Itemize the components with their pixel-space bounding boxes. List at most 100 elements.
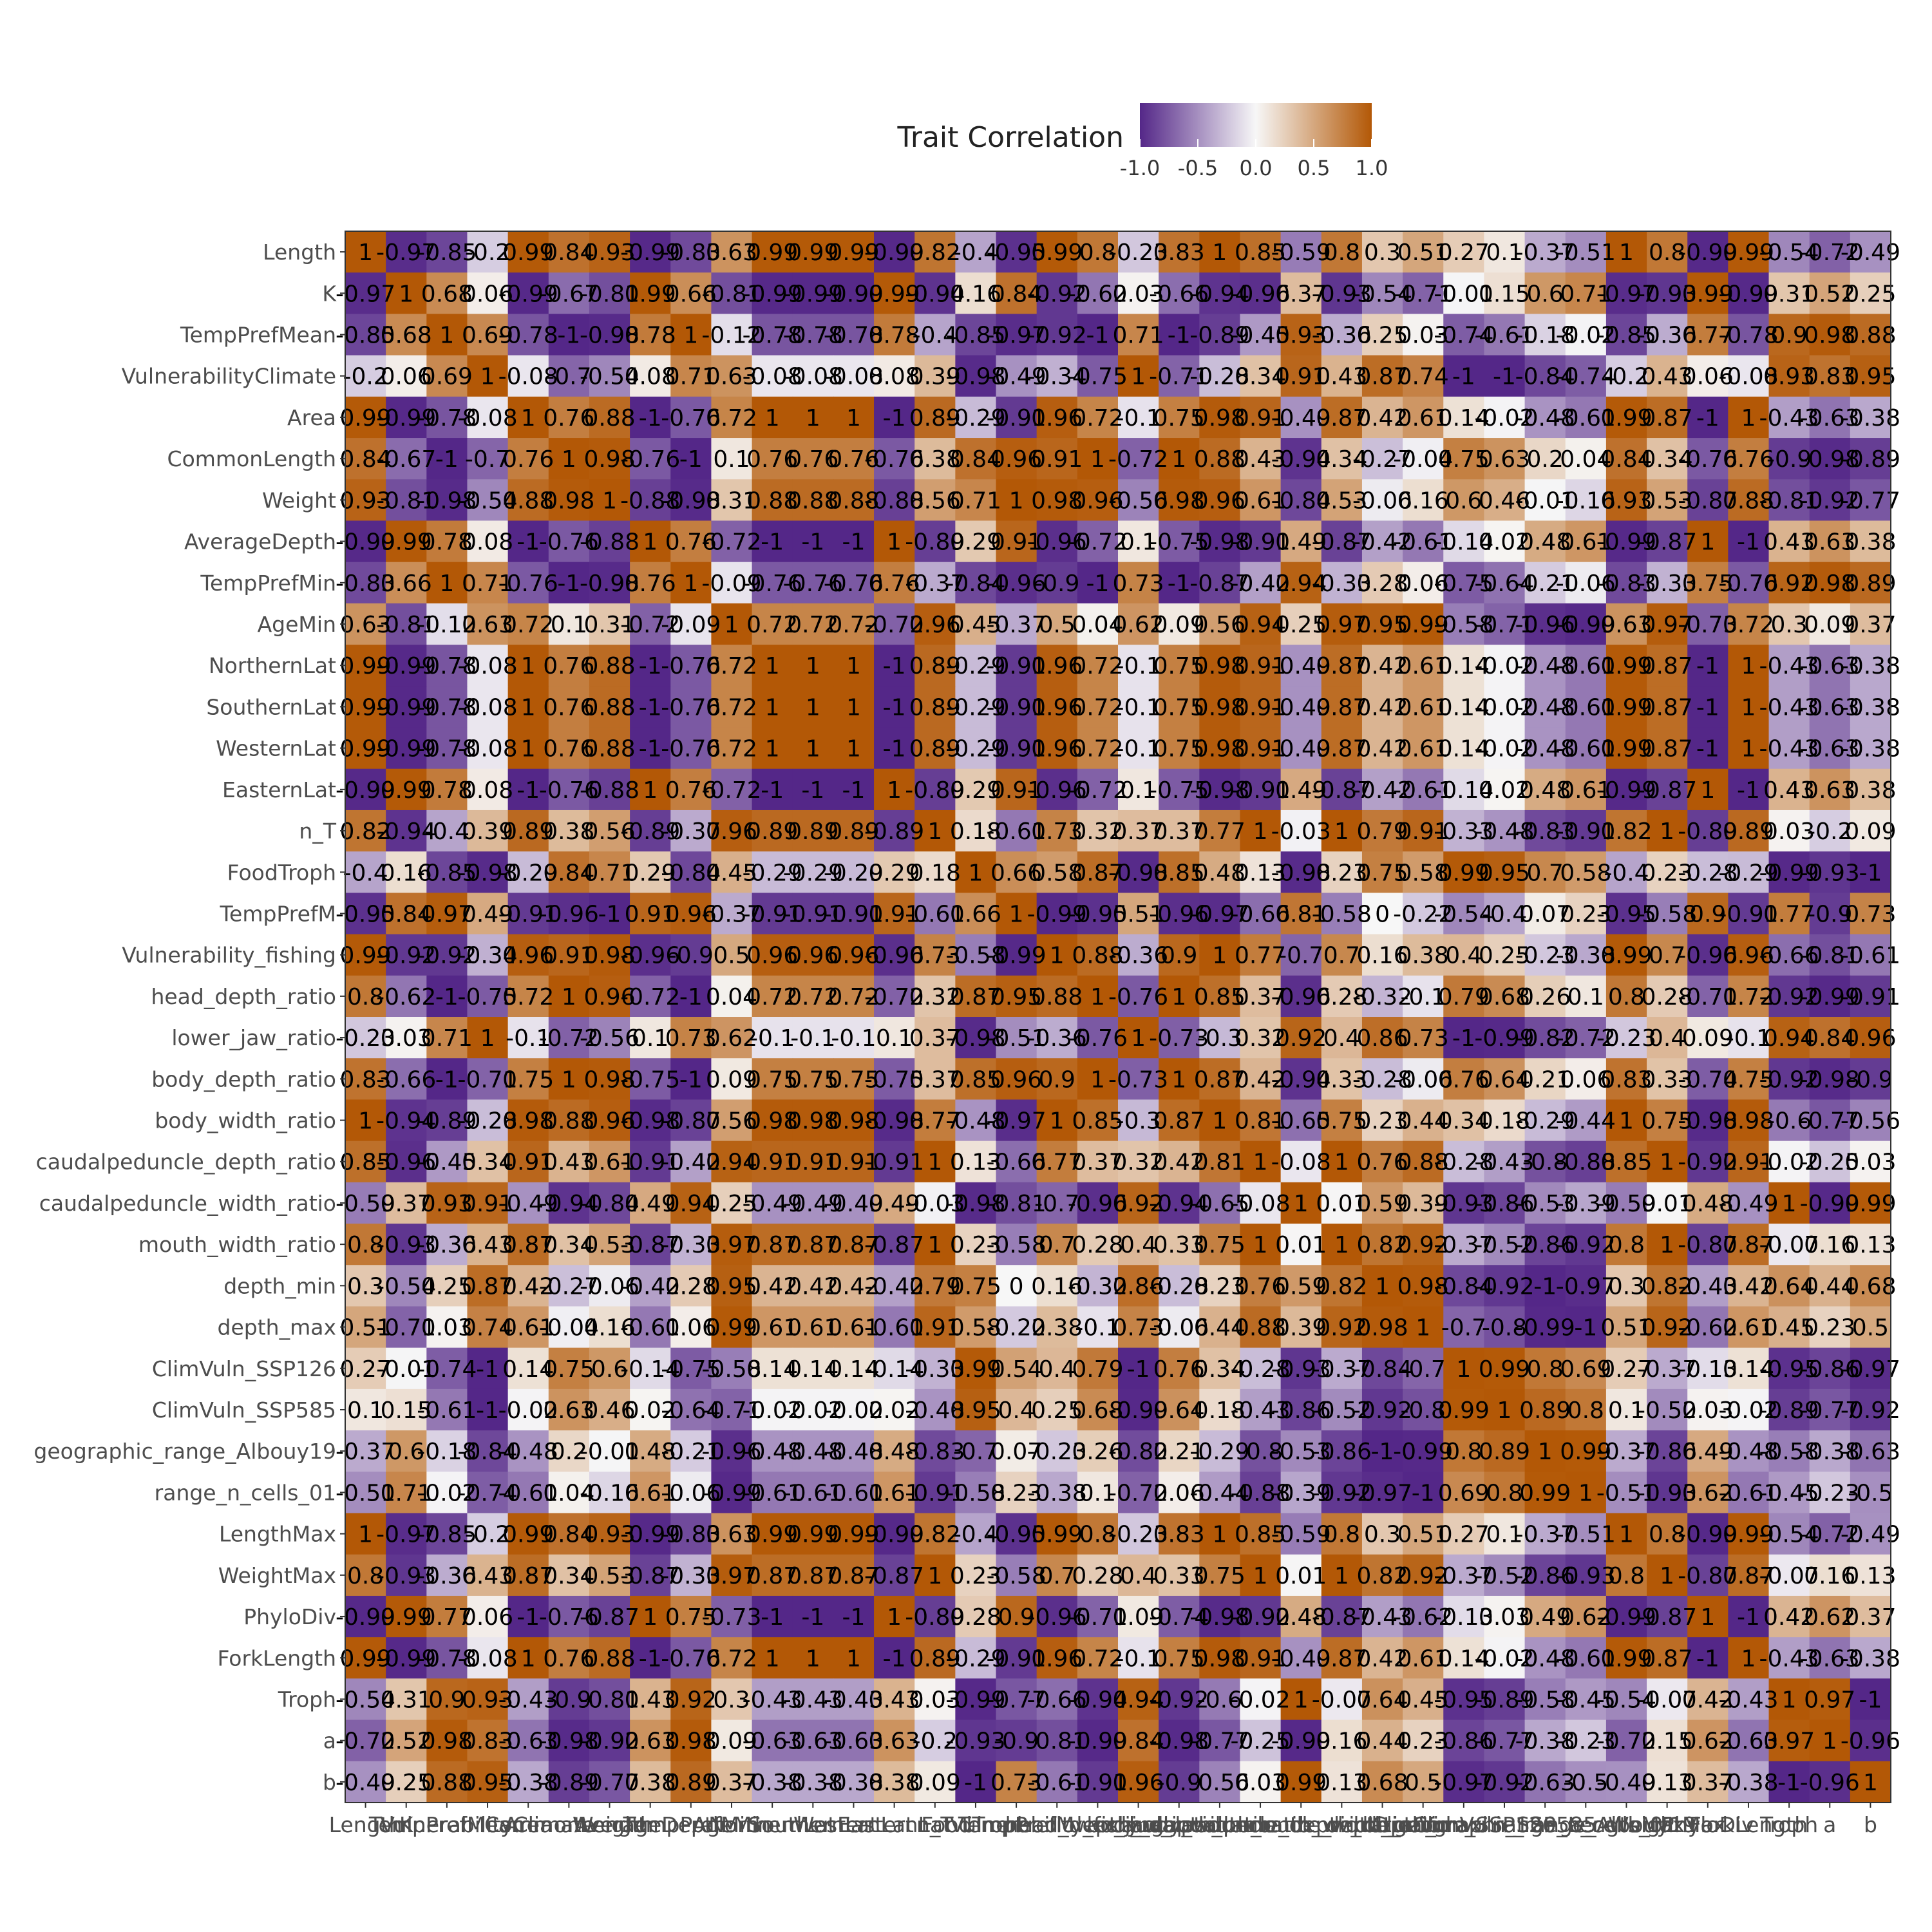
heatmap-cell-label: 1 xyxy=(1619,240,1634,266)
heatmap-cell-label: -0.49 xyxy=(1841,1522,1900,1548)
heatmap-cell-label: 1 xyxy=(1131,1025,1146,1052)
heatmap-cell-label: 1 xyxy=(1700,777,1715,804)
heatmap-cell xyxy=(1565,314,1607,356)
heatmap-cell-label: -1 xyxy=(1696,405,1719,431)
y-tick-label: mouth_width_ratio xyxy=(138,1232,336,1257)
heatmap-cell xyxy=(1403,396,1444,439)
heatmap-cell-label: -0.9 xyxy=(1848,1066,1893,1093)
heatmap-cell-label: 0.4 xyxy=(1649,1025,1685,1052)
heatmap-cell xyxy=(548,231,590,273)
heatmap-cell-label: -0.08 xyxy=(457,694,517,721)
heatmap-cell-label: 1 xyxy=(806,1645,820,1672)
heatmap-cell-label: -0.56 xyxy=(1841,1108,1900,1135)
heatmap-cell-label: -1 xyxy=(1696,1645,1719,1672)
heatmap-cell-label: 0.97 xyxy=(1804,1687,1855,1713)
heatmap-cell xyxy=(1850,396,1891,439)
heatmap-cell xyxy=(1443,272,1485,315)
heatmap-cell-label: 0.27 xyxy=(1438,1522,1490,1548)
heatmap-cell-label: -1 xyxy=(679,984,703,1010)
heatmap-cell-label: -0.7 xyxy=(1278,943,1323,969)
heatmap-cell xyxy=(1768,314,1810,356)
heatmap-cell xyxy=(1647,231,1688,273)
heatmap-cell-label: 0.75 xyxy=(502,1066,554,1093)
heatmap-cell-label: 1 xyxy=(358,240,373,266)
heatmap-cell-label: -0.72 xyxy=(620,984,680,1010)
heatmap-cell-label: 1 xyxy=(846,1645,861,1672)
heatmap-cell-label: -1 xyxy=(842,777,866,804)
heatmap-cell-label: 1 xyxy=(521,405,536,431)
heatmap-cell-label: -1 xyxy=(435,446,459,473)
heatmap-cell-label: -1 xyxy=(1493,364,1516,390)
heatmap-cell-label: 1 xyxy=(1090,1066,1105,1093)
heatmap-cell xyxy=(1728,314,1770,356)
y-tick-label: K xyxy=(322,281,337,306)
y-tick-label: geographic_range_Albouy19 xyxy=(33,1439,336,1464)
heatmap-cell-label: -0.87 xyxy=(864,1563,924,1589)
heatmap-cell-label: 0.72 xyxy=(1723,612,1774,638)
heatmap-cell xyxy=(1850,355,1891,397)
heatmap-cell-label: 0.27 xyxy=(1438,240,1490,266)
heatmap-cell-label: -1 xyxy=(1412,1480,1435,1506)
heatmap-cell-label: -1 xyxy=(1696,653,1719,679)
heatmap-cell-label: 0.7 xyxy=(1323,943,1360,969)
heatmap-cell xyxy=(467,272,509,315)
heatmap-cell-label: 1 xyxy=(846,405,861,431)
heatmap-cell-label: 1 xyxy=(846,736,861,762)
heatmap-cell-label: 0.66 xyxy=(381,571,432,597)
heatmap-cell-label: 1 xyxy=(1456,1356,1471,1383)
heatmap-cell-label: -0.93 xyxy=(1556,1563,1616,1589)
heatmap-cell-label: -1 xyxy=(1452,1025,1475,1052)
heatmap-cell-label: 0.1 xyxy=(632,1025,668,1052)
heatmap-cell-label: -0.38 xyxy=(1841,736,1900,762)
heatmap-cell-label: 0.88 xyxy=(583,694,635,721)
heatmap-cell xyxy=(589,272,630,315)
heatmap-cell-label: 0.91 xyxy=(1031,446,1083,473)
heatmap-cell-label: 1 xyxy=(1009,488,1024,514)
heatmap-cell-label: -1 xyxy=(801,1604,824,1631)
heatmap-cell-label: -0.73 xyxy=(1108,1066,1168,1093)
heatmap-cell-label: 0.6 xyxy=(1527,281,1564,307)
heatmap-cell xyxy=(914,355,956,397)
heatmap-cell-label: 1 xyxy=(724,612,739,638)
heatmap-cell xyxy=(792,272,834,315)
heatmap-cell-label: 0.89 xyxy=(1519,1397,1571,1424)
heatmap-cell xyxy=(1199,396,1241,439)
heatmap-cell xyxy=(630,314,671,356)
heatmap-cell xyxy=(752,314,793,356)
heatmap-cell-label: -0.58 xyxy=(1637,901,1697,927)
heatmap-cell-label: 0.5 xyxy=(1039,612,1075,638)
heatmap-cell xyxy=(345,272,386,315)
heatmap-cell xyxy=(1524,396,1566,439)
heatmap-cell xyxy=(1605,272,1647,315)
heatmap-cell-label: -0.61 xyxy=(1841,943,1900,969)
heatmap-cell-label: 0.4 xyxy=(1039,1356,1075,1383)
heatmap-cell-label: -1 xyxy=(883,736,906,762)
heatmap-cell xyxy=(426,272,468,315)
heatmap-cell-label: -1 xyxy=(761,777,784,804)
heatmap-cell-label: -0.7 xyxy=(1441,1315,1486,1341)
heatmap-cell xyxy=(630,396,671,439)
heatmap-cell-label: 1 xyxy=(1131,364,1146,390)
heatmap-cell xyxy=(955,314,997,356)
heatmap-panel: 1 -0.97-0.85-0.20.990.840.93-0.99-0.830.6… xyxy=(336,231,1900,1803)
heatmap-cell-label: 0.92 xyxy=(1275,1025,1327,1052)
heatmap-cell-label: -0.89 xyxy=(1841,446,1900,473)
heatmap-cell xyxy=(1605,355,1647,397)
heatmap-cell xyxy=(1240,314,1282,356)
heatmap-cell-label: 0.01 xyxy=(1275,1563,1327,1589)
heatmap-cell-label: 0.3 xyxy=(1364,240,1401,266)
heatmap-cell-label: 1 xyxy=(927,1150,942,1176)
heatmap-cell xyxy=(1118,231,1159,273)
heatmap-cell-label: 0.28 xyxy=(950,1604,1001,1631)
heatmap-cell-label: -0.74 xyxy=(417,1356,477,1383)
heatmap-cell xyxy=(1077,231,1119,273)
heatmap-cell-label: -0.08 xyxy=(1271,1150,1331,1176)
heatmap-cell xyxy=(1321,355,1363,397)
heatmap-cell xyxy=(548,314,590,356)
heatmap-cell-label: 0 xyxy=(1009,1273,1024,1300)
heatmap-cell xyxy=(386,355,427,397)
heatmap-cell xyxy=(1809,314,1851,356)
heatmap-cell-label: -0.08 xyxy=(457,1645,517,1672)
heatmap-cell-label: 0.38 xyxy=(1397,943,1449,969)
heatmap-cell xyxy=(833,314,875,356)
